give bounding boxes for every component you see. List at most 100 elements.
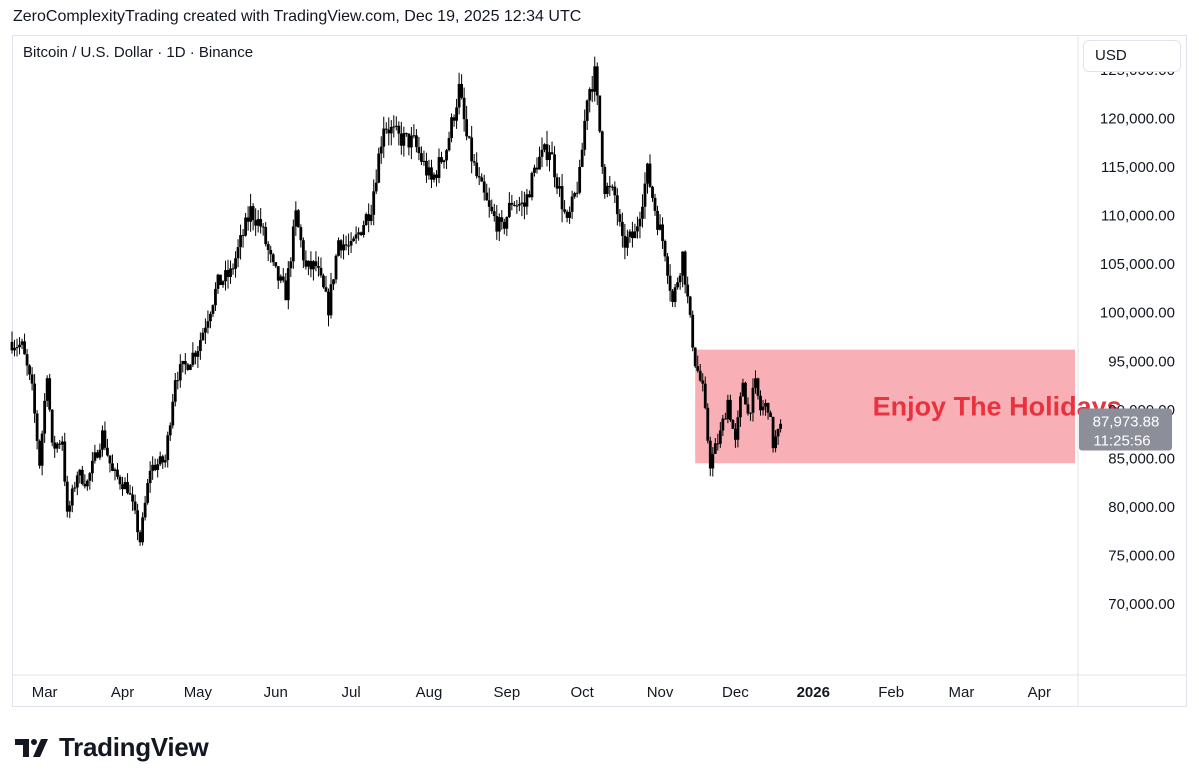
x-tick-label: Aug xyxy=(416,684,443,701)
candle-body xyxy=(25,354,29,366)
candle-body xyxy=(231,268,235,270)
x-tick-label: Apr xyxy=(111,684,134,701)
candle-body xyxy=(314,261,318,267)
candle-body xyxy=(304,260,308,267)
candle-body xyxy=(274,262,278,267)
candle-body xyxy=(249,206,253,222)
candle-body xyxy=(477,176,481,178)
candle-body xyxy=(96,452,99,458)
candle-body xyxy=(447,138,451,151)
candle-body xyxy=(643,183,647,207)
y-tick-label: 80,000.00 xyxy=(1108,499,1175,516)
candle-body xyxy=(309,260,313,270)
candle-body xyxy=(322,275,325,288)
candle-body xyxy=(688,296,692,315)
candle-body xyxy=(523,202,526,207)
candle-body xyxy=(736,417,740,440)
candle-body xyxy=(63,441,67,482)
candle-body xyxy=(492,211,496,217)
candle-body xyxy=(404,133,408,135)
candle-body xyxy=(151,464,155,471)
candle-body xyxy=(605,185,609,195)
candle-body xyxy=(234,258,237,269)
candle-body xyxy=(35,413,39,441)
candle-body xyxy=(749,412,752,414)
candle-body xyxy=(392,126,396,128)
candle-body xyxy=(103,430,107,448)
candle-body xyxy=(585,100,589,121)
candle-body xyxy=(45,378,49,401)
candle-body xyxy=(507,202,511,217)
candle-body xyxy=(281,276,285,281)
candle-body xyxy=(327,291,330,316)
candle-body xyxy=(98,449,102,458)
candle-body xyxy=(354,234,358,239)
candle-body xyxy=(357,232,361,235)
candle-body xyxy=(38,440,42,466)
candle-body xyxy=(427,167,431,176)
candle-body xyxy=(55,443,59,449)
candle-body xyxy=(452,117,456,121)
candle-body xyxy=(118,476,122,485)
candle-body xyxy=(241,235,245,237)
x-tick-label: Jun xyxy=(264,684,288,701)
candle-body xyxy=(721,418,725,431)
candle-body xyxy=(563,209,566,212)
candle-body xyxy=(671,290,675,302)
candle-body xyxy=(693,347,697,367)
candle-body xyxy=(133,501,137,511)
candle-body xyxy=(48,378,52,410)
candle-body xyxy=(512,204,516,206)
candle-body xyxy=(462,97,466,120)
candle-body xyxy=(334,255,338,280)
candle-body xyxy=(158,456,162,465)
candle-body xyxy=(347,245,350,247)
candle-body xyxy=(264,227,268,245)
currency-button[interactable]: USD xyxy=(1083,40,1181,72)
candle-body xyxy=(229,268,232,277)
candle-body xyxy=(470,137,474,162)
candle-body xyxy=(173,380,177,402)
candle-body xyxy=(681,251,685,276)
candle-body xyxy=(457,83,461,108)
candle-body xyxy=(394,125,398,127)
candle-body xyxy=(382,128,386,147)
candle-body xyxy=(437,157,441,178)
candle-body xyxy=(472,161,476,163)
candle-body xyxy=(93,452,97,461)
candle-body xyxy=(299,227,303,241)
tradingview-logo[interactable]: TradingView xyxy=(15,732,209,763)
candle-body xyxy=(271,254,275,263)
candle-body xyxy=(221,281,225,286)
candle-body xyxy=(741,382,745,397)
candle-body xyxy=(480,177,484,182)
last-price-badge[interactable] xyxy=(1079,408,1172,451)
candle-body xyxy=(171,401,175,426)
logo-text: TradingView xyxy=(59,732,209,762)
candle-body xyxy=(726,399,730,420)
annotation-zone[interactable] xyxy=(695,349,1075,464)
candle-body xyxy=(540,149,544,157)
candle-body xyxy=(18,344,21,348)
y-tick-label: 70,000.00 xyxy=(1108,596,1175,613)
candle-body xyxy=(337,240,340,256)
candle-body xyxy=(651,186,654,198)
candle-body xyxy=(623,235,627,248)
candle-body xyxy=(613,186,617,196)
candle-body xyxy=(176,380,180,382)
candle-body xyxy=(636,226,639,232)
candle-body xyxy=(600,131,604,167)
candle-body xyxy=(68,505,72,512)
candle-body xyxy=(558,186,561,189)
candle-body xyxy=(236,247,240,259)
chart-frame xyxy=(12,35,1187,707)
candle-body xyxy=(746,404,750,414)
x-tick-label: May xyxy=(184,684,213,701)
candle-body xyxy=(467,136,471,138)
candle-body xyxy=(530,172,534,198)
candle-body xyxy=(510,202,514,205)
candle-body xyxy=(256,219,260,226)
candle-body xyxy=(598,95,602,132)
candle-body xyxy=(517,203,521,206)
